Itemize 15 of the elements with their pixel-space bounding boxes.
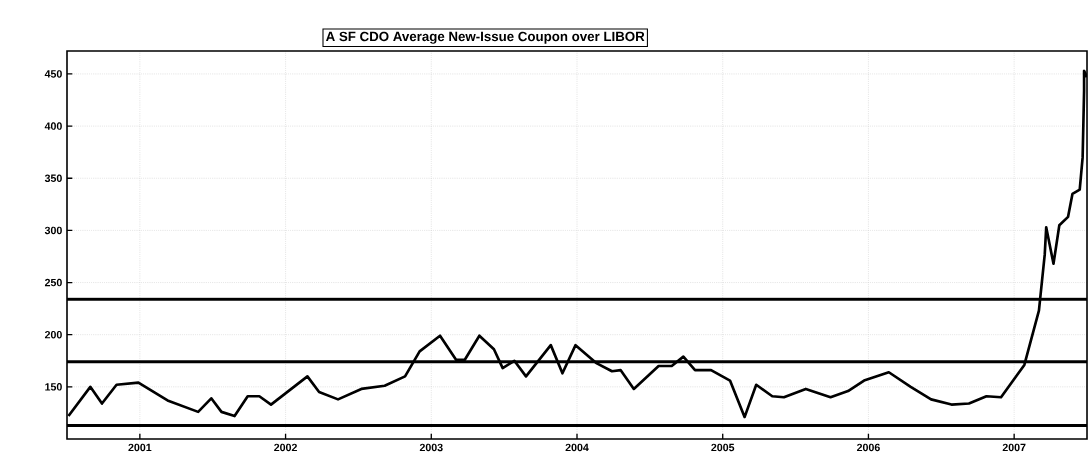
x-tick-label: 2007 — [1002, 443, 1026, 452]
y-tick-label: 450 — [44, 70, 62, 78]
x-tick-label: 2001 — [128, 443, 152, 452]
x-tick-label: 2002 — [274, 443, 297, 452]
x-tick-label: 2006 — [856, 443, 880, 452]
y-tick-label: 250 — [44, 278, 62, 287]
x-tick-label: 2003 — [419, 443, 443, 452]
x-tick-label: 2005 — [711, 443, 735, 452]
y-tick-label: 350 — [44, 174, 62, 183]
y-tick-label: 200 — [44, 330, 62, 339]
chart-title: A SF CDO Average New-Issue Coupon over LIBOR — [325, 31, 645, 44]
y-tick-label: 150 — [45, 383, 62, 391]
x-tick-label: 2004 — [565, 443, 589, 452]
y-tick-label: 300 — [44, 226, 62, 235]
y-tick-label: 400 — [44, 122, 62, 130]
